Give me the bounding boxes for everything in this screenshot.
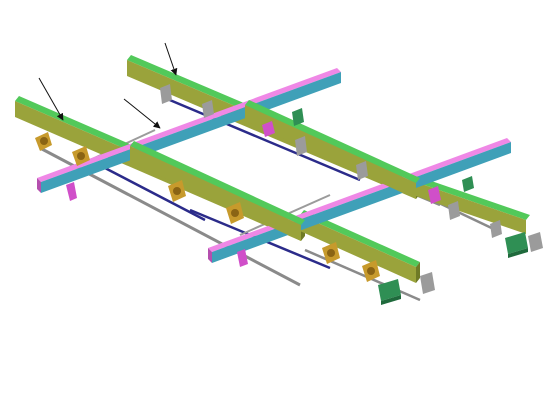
crossbar-front — [37, 68, 341, 193]
orange-bracket — [362, 260, 380, 282]
bracket-group-center — [160, 84, 275, 224]
orange-bracket — [168, 180, 186, 202]
magenta-bracket — [237, 186, 441, 267]
rod-7 — [304, 248, 421, 302]
callout-arrow — [164, 42, 178, 76]
gray-bracket — [160, 84, 214, 118]
magenta-bracket — [66, 182, 77, 201]
callout-arrows — [38, 42, 178, 129]
beam-right — [300, 210, 420, 283]
rod-3 — [164, 96, 361, 182]
beam-center-overlap — [245, 100, 420, 199]
bracket-group-left — [35, 132, 90, 201]
callout-arrow — [38, 77, 64, 121]
motor-unit-2 — [378, 272, 435, 305]
magenta-bracket — [262, 121, 275, 137]
small-green-bracket — [292, 108, 474, 192]
beam-left-overlap — [130, 141, 305, 241]
rod-2 — [104, 166, 206, 222]
orange-bracket — [35, 132, 52, 151]
bracket-group-rear — [237, 136, 502, 282]
orange-bracket — [322, 242, 340, 264]
callout-arrow — [123, 98, 161, 129]
motor-unit-1 — [505, 232, 543, 258]
gray-bracket — [295, 136, 502, 238]
orange-bracket — [72, 146, 90, 166]
orange-bracket — [226, 202, 244, 224]
